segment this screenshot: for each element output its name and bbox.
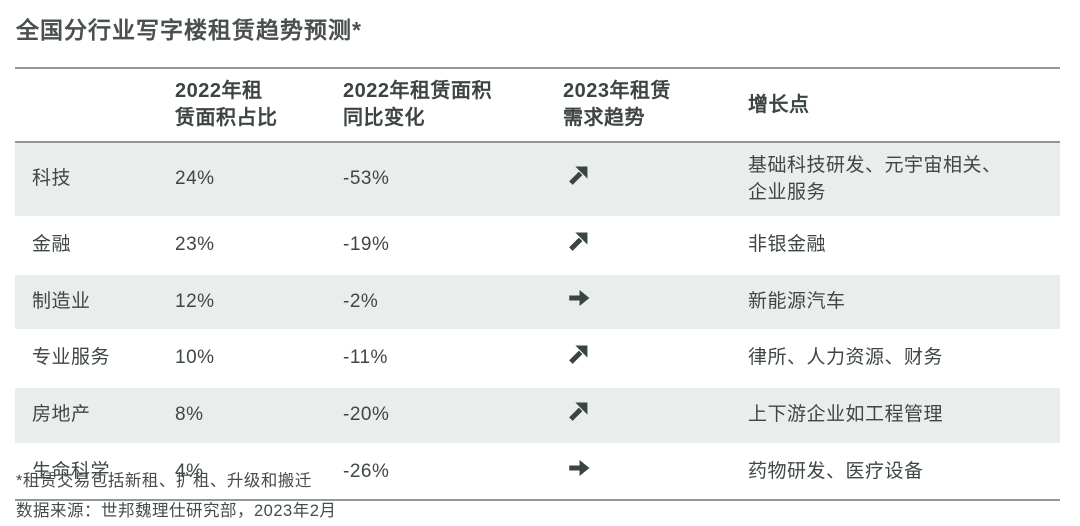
growth-points: 上下游企业如工程管理 (748, 403, 944, 425)
arrow-up-right-icon (569, 232, 588, 252)
column-header-demand-trend-2023: 2023年租赁 需求趋势 (563, 80, 671, 129)
table-row-real-estate: 房地产 8% -20% 上下游企业如工程管理 (15, 387, 1060, 445)
industry-label: 专业服务 (32, 347, 111, 369)
trend-flat-icon (566, 285, 592, 311)
change-value: -11% (343, 347, 388, 369)
column-header-yoy-change-2022: 2022年租赁面积 同比变化 (343, 80, 492, 129)
footnote-lease-definition: *租赁交易包括新租、扩租、升级和搬迁 (16, 472, 312, 490)
change-value: -26% (343, 460, 390, 482)
industry-label: 科技 (32, 168, 72, 190)
growth-points: 新能源汽车 (748, 290, 846, 312)
arrow-up-right-icon (569, 402, 588, 421)
trend-up-icon (566, 341, 592, 367)
column-header-share-2022: 2022年租 赁面积占比 (175, 80, 278, 129)
share-value: 24% (175, 168, 215, 190)
trend-flat-icon (566, 455, 592, 481)
change-value: -2% (343, 290, 379, 312)
growth-points: 非银金融 (748, 234, 827, 256)
change-value: -53% (343, 168, 390, 190)
table-row-professional-services: 专业服务 10% -11% 律所、人力资源、财务 (15, 331, 1060, 388)
share-value: 10% (175, 347, 215, 369)
share-value: 4% (175, 460, 204, 482)
arrow-right-icon (569, 459, 590, 476)
arrow-right-icon (569, 289, 590, 306)
share-value: 12% (175, 290, 215, 312)
table-row-finance: 金融 23% -19% 非银金融 (15, 218, 1060, 275)
industry-label: 制造业 (32, 290, 91, 312)
figure-title: 全国分行业写字楼租赁趋势预测* (16, 17, 362, 43)
growth-points: 基础科技研发、元宇宙相关、 企业服务 (748, 155, 1002, 203)
trend-up-icon (566, 228, 592, 254)
table-row-life-sciences: 生命科学 4% -26% 药物研发、医疗设备 (15, 445, 1060, 500)
share-value: 8% (175, 403, 204, 425)
column-header-growth-points: 增长点 (748, 93, 810, 116)
arrow-up-right-icon (569, 345, 588, 365)
arrow-up-right-icon (569, 166, 588, 186)
growth-points: 律所、人力资源、财务 (748, 347, 944, 369)
forecast-table: 2022年租 赁面积占比 2022年租赁面积 同比变化 2023年租赁 需求趋势… (15, 67, 1060, 502)
industry-label: 金融 (32, 234, 72, 256)
footnote-source: 数据来源：世邦魏理仕研究部，2023年2月 (16, 502, 337, 520)
table-header-row: 2022年租 赁面积占比 2022年租赁面积 同比变化 2023年租赁 需求趋势… (15, 69, 1060, 143)
change-value: -20% (343, 403, 390, 425)
table-row-tech: 科技 24% -53% 基础科技研发、元宇宙相关、 企业服务 (15, 143, 1060, 219)
trend-up-icon (566, 398, 592, 424)
growth-points: 药物研发、医疗设备 (748, 460, 924, 482)
industry-label: 房地产 (32, 403, 91, 425)
footnotes: *租赁交易包括新租、扩租、升级和搬迁 数据来源：世邦魏理仕研究部，2023年2月 (16, 466, 336, 526)
industry-label: 生命科学 (32, 460, 111, 482)
table-row-manufacturing: 制造业 12% -2% 新能源汽车 (15, 274, 1060, 332)
change-value: -19% (343, 234, 390, 256)
share-value: 23% (175, 234, 215, 256)
trend-up-icon (566, 162, 592, 188)
